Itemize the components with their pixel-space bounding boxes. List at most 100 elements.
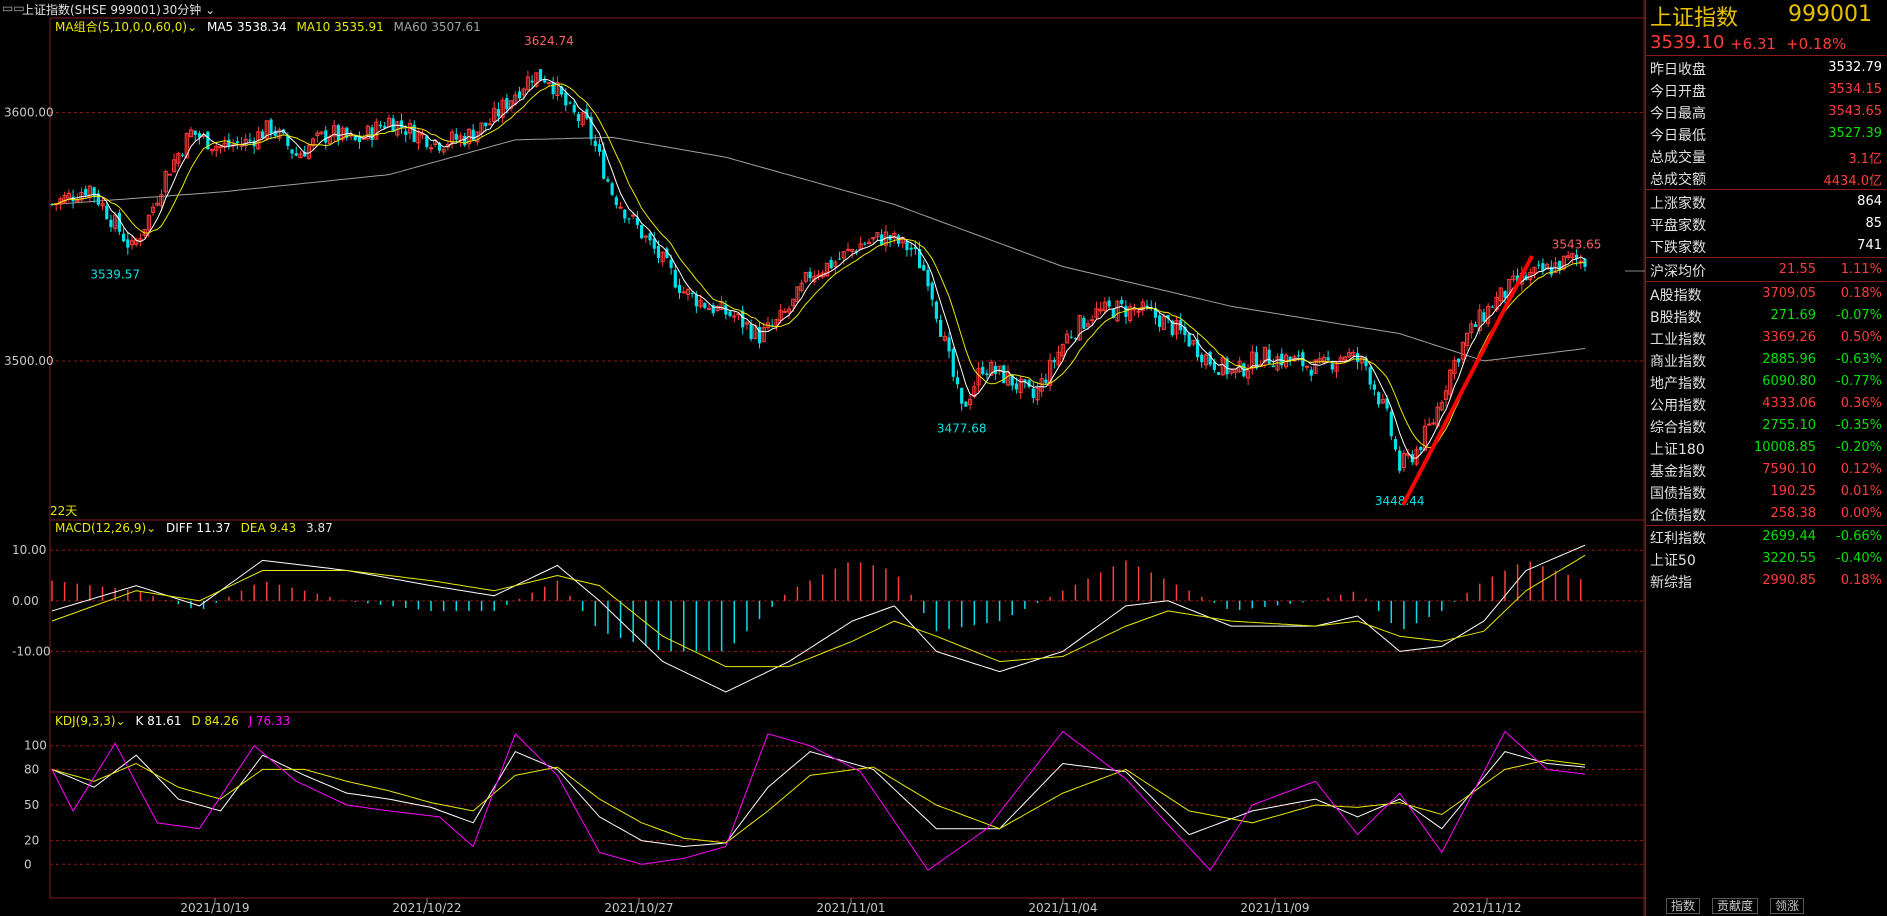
- index-row[interactable]: 地产指数 6090.80 -0.77%: [1646, 371, 1886, 393]
- menu-icon[interactable]: ▭▭: [2, 1, 25, 15]
- index-row[interactable]: B股指数 271.69 -0.07%: [1646, 305, 1886, 327]
- candle-body: [105, 205, 109, 220]
- candle-body: [715, 305, 720, 312]
- ma-legend-label[interactable]: MA组合(5,10,0,0,60,0): [55, 20, 188, 34]
- candle-body: [1098, 308, 1103, 312]
- candle-body: [1031, 388, 1035, 398]
- candle-body: [643, 235, 648, 238]
- chevron-down-icon: ⌄: [146, 521, 157, 535]
- j-value: J 76.33: [248, 714, 291, 728]
- candle-body: [543, 80, 547, 83]
- candle-body: [167, 173, 173, 176]
- index-row[interactable]: 红利指数 2699.44 -0.66%: [1646, 526, 1886, 548]
- index-row[interactable]: 上证180 10008.85 -0.20%: [1646, 437, 1886, 459]
- index-row[interactable]: 综合指数 2755.10 -0.35%: [1646, 415, 1886, 437]
- hs-label: 沪深均价: [1650, 264, 1706, 280]
- candle-body: [593, 140, 597, 147]
- candle-body: [892, 232, 897, 239]
- candle-body: [1566, 255, 1571, 258]
- candle-body: [1107, 300, 1111, 307]
- candle-body: [744, 322, 750, 325]
- chart-area[interactable]: 3600.00 3500.00 2021/10/19 2021/10/22 2021/1…: [0, 0, 1645, 916]
- candle-body: [1158, 315, 1162, 327]
- candle-body: [1464, 332, 1470, 347]
- dea-line: [51, 554, 1586, 668]
- candle-body: [981, 366, 985, 375]
- stat-row[interactable]: 今日开盘 3534.15: [1646, 79, 1886, 101]
- candle-body: [816, 274, 821, 277]
- index-row[interactable]: A股指数 3709.05 0.18%: [1646, 283, 1886, 305]
- panel-separator: [1646, 257, 1886, 258]
- candle-body: [1060, 344, 1065, 357]
- candle-body: [606, 179, 610, 182]
- stat-row[interactable]: 昨日收盘 3532.79: [1646, 57, 1886, 79]
- index-label: 商业指数: [1650, 354, 1706, 370]
- candle-body: [1288, 356, 1292, 361]
- candle-body: [1082, 317, 1086, 329]
- candle-body: [1010, 374, 1014, 386]
- index-label: 基金指数: [1650, 464, 1706, 480]
- candle-body: [1317, 358, 1322, 362]
- candle-body: [209, 148, 215, 152]
- tab-0[interactable]: 指数: [1666, 898, 1701, 914]
- index-row[interactable]: 工业指数 3369.26 0.50%: [1646, 327, 1886, 349]
- candle-body: [1254, 352, 1259, 369]
- stat-row[interactable]: 总成交量 3.1亿: [1646, 145, 1886, 167]
- macd-legend-label[interactable]: MACD(12,26,9): [55, 521, 147, 535]
- candle-body: [685, 288, 691, 295]
- candle-body: [880, 234, 884, 246]
- price-annotation: 3448.44: [1375, 494, 1425, 508]
- candle-body: [1174, 320, 1179, 335]
- d-value: D 84.26: [191, 714, 239, 728]
- index-row[interactable]: 国债指数 190.25 0.01%: [1646, 481, 1886, 503]
- candle-body: [1115, 300, 1120, 322]
- candle-body: [1347, 352, 1352, 358]
- chart-title: 上证指数(SHSE 999001): [22, 3, 161, 17]
- index-row[interactable]: 企债指数 258.38 0.00%: [1646, 503, 1886, 525]
- date-tick-label: 2021/11/04: [1028, 901, 1097, 915]
- candle-body: [365, 125, 370, 140]
- stat-row[interactable]: 今日最高 3543.65: [1646, 101, 1886, 123]
- candle-body: [863, 243, 867, 245]
- period-label: 30分钟: [162, 3, 202, 17]
- index-row[interactable]: 商业指数 2885.96 -0.63%: [1646, 349, 1886, 371]
- index-row[interactable]: 新综指 2990.85 0.18%: [1646, 570, 1886, 592]
- candle-body: [315, 132, 320, 137]
- candle-body: [370, 127, 374, 141]
- index-pct: 0.50%: [1840, 330, 1882, 345]
- candle-body: [1558, 260, 1562, 271]
- candle-body: [269, 119, 273, 134]
- candle-body: [1469, 323, 1474, 334]
- chevron-down-icon: ⌄: [201, 3, 216, 17]
- candle-body: [324, 130, 328, 143]
- candle-body: [1457, 358, 1461, 363]
- candle-body: [248, 139, 252, 141]
- stat-row[interactable]: 今日最低 3527.39: [1646, 123, 1886, 145]
- candle-body: [1422, 425, 1428, 451]
- candle-body: [909, 247, 913, 250]
- candle-body: [412, 124, 416, 142]
- period-selector[interactable]: 30分钟 ⌄: [162, 1, 215, 18]
- candle-body: [635, 217, 640, 225]
- candle-body: [1452, 359, 1457, 374]
- index-value: 3709.05: [1762, 286, 1816, 301]
- index-row[interactable]: 上证50 3220.55 -0.40%: [1646, 548, 1886, 570]
- tab-1[interactable]: 贡献度: [1712, 898, 1759, 914]
- index-row[interactable]: 公用指数 4333.06 0.36%: [1646, 393, 1886, 415]
- tab-2[interactable]: 领涨: [1770, 898, 1805, 914]
- candle-body: [471, 129, 475, 141]
- macd-tick-label: 10.00: [12, 543, 46, 557]
- candle-body: [786, 308, 792, 313]
- kdj-legend-label[interactable]: KDJ(9,3,3): [55, 714, 116, 728]
- candle-body: [1537, 264, 1541, 266]
- candle-body: [728, 311, 732, 316]
- candle-body: [273, 130, 277, 136]
- stat-row[interactable]: 总成交额 4434.0亿: [1646, 167, 1886, 189]
- stat-label: 总成交量: [1650, 150, 1706, 166]
- candle-body: [1212, 361, 1216, 370]
- candle-body: [850, 249, 855, 252]
- candle-body: [1187, 333, 1191, 347]
- candle-body: [1355, 353, 1360, 362]
- index-row[interactable]: 基金指数 7590.10 0.12%: [1646, 459, 1886, 481]
- ma5-line: [51, 78, 1586, 459]
